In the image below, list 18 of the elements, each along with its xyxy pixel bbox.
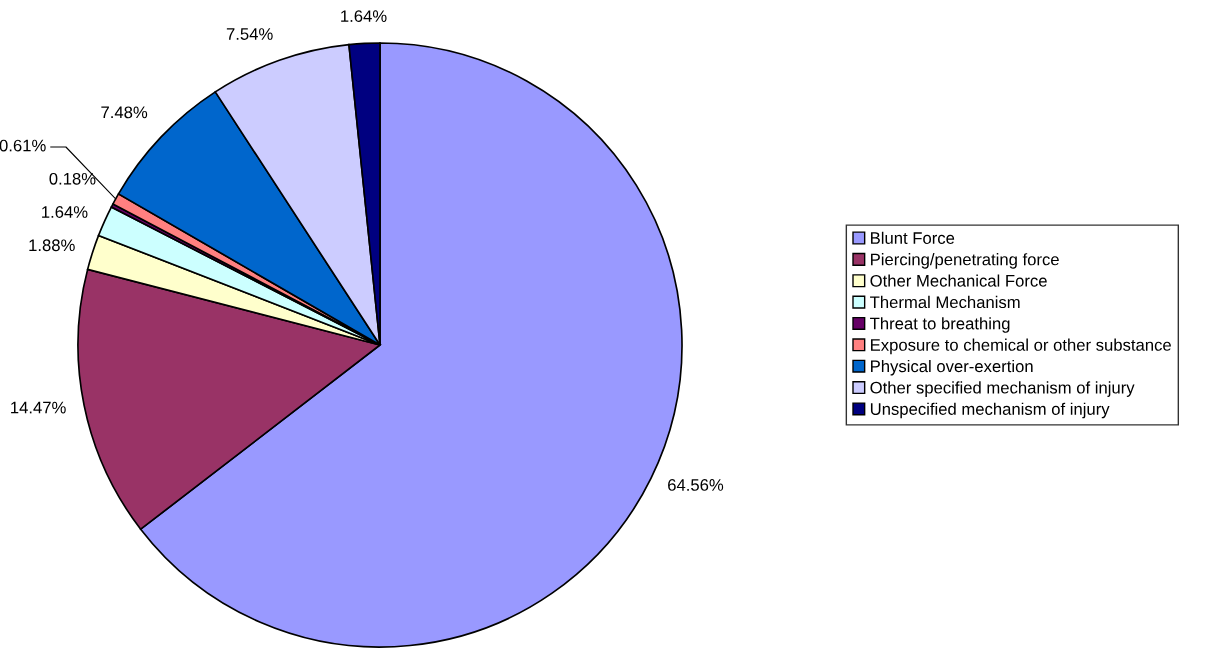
data-label: 0.18% bbox=[49, 172, 96, 185]
legend-label: Threat to breathing bbox=[870, 317, 1010, 333]
legend-label: Thermal Mechanism bbox=[870, 295, 1020, 309]
legend-label: Exposure to chemical or other substance bbox=[871, 338, 1171, 355]
legend-label: Blunt Force bbox=[871, 231, 955, 244]
data-label: 7.48% bbox=[101, 106, 148, 119]
legend-label: Piercing/penetrating force bbox=[871, 253, 1059, 269]
data-label: 7.54% bbox=[226, 28, 273, 40]
data-label: 1.64% bbox=[42, 206, 88, 218]
legend-label: Other Mechanical Force bbox=[870, 274, 1047, 287]
data-label: 14.47% bbox=[11, 401, 66, 414]
legend-label: Unspecified mechanism of injury bbox=[870, 402, 1110, 419]
data-label: 1.64% bbox=[341, 10, 387, 23]
legend-label: Physical over-exertion bbox=[871, 359, 1033, 376]
data-label: 0.61% bbox=[0, 139, 46, 152]
legend-label: Other specified mechanism of injury bbox=[870, 381, 1135, 397]
data-label: 1.88% bbox=[29, 239, 75, 252]
data-label: 64.56% bbox=[668, 479, 724, 491]
